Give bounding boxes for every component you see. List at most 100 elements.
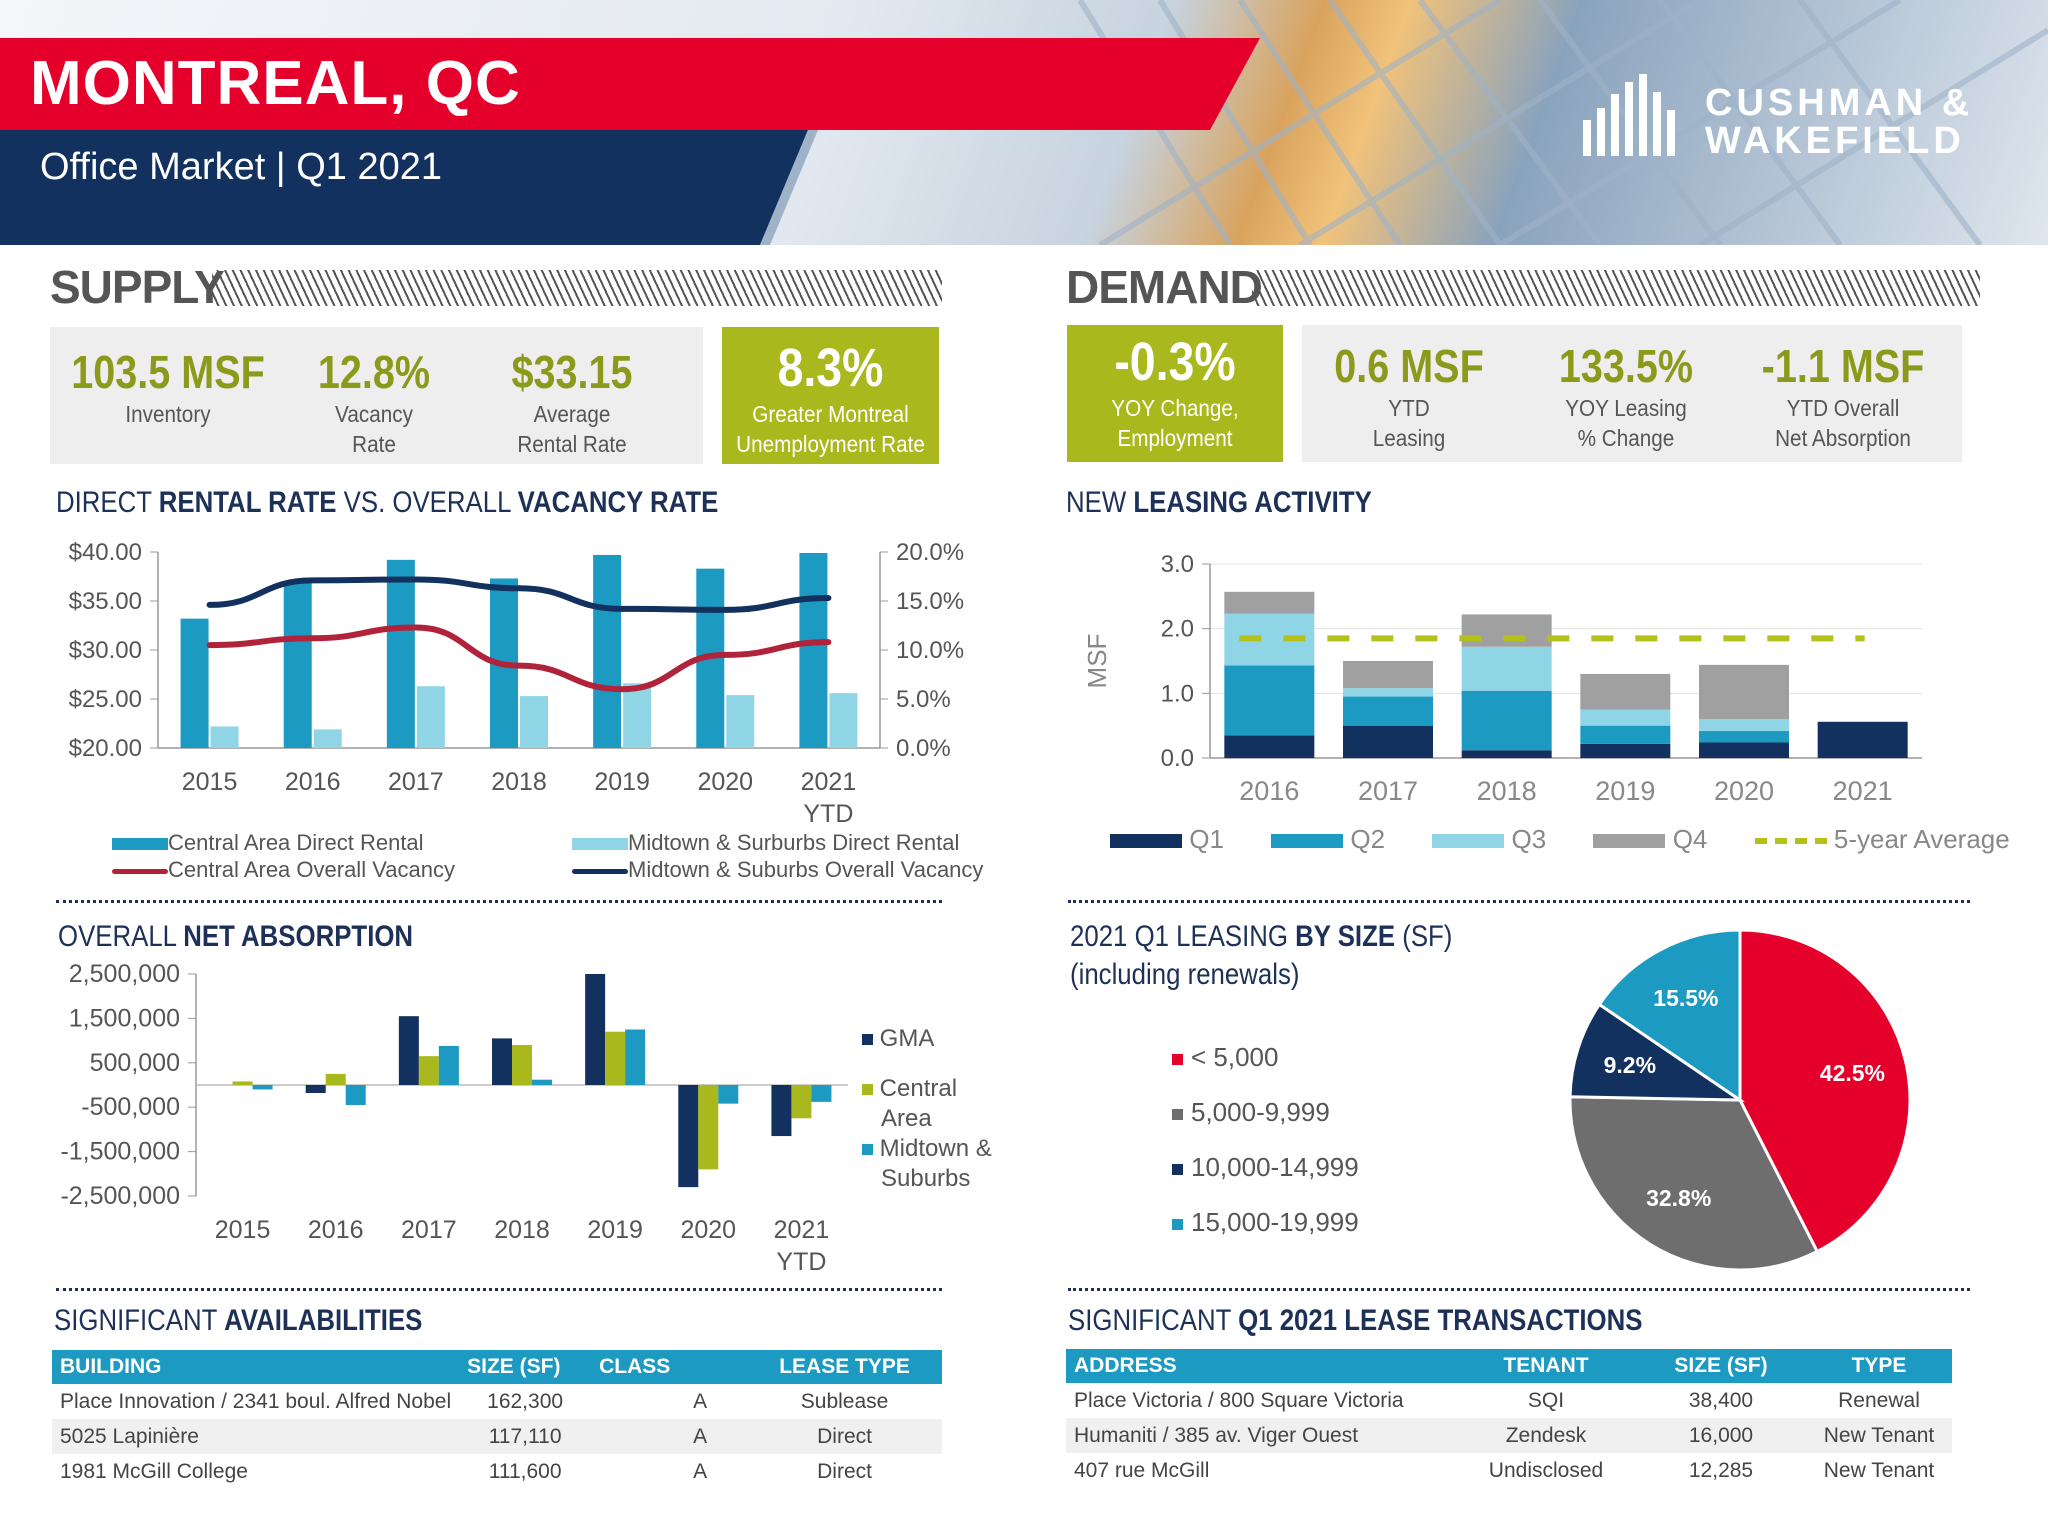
- legend-swatch: [572, 838, 628, 851]
- stat-value: $33.15: [511, 346, 633, 398]
- stat-label: Employment: [1117, 425, 1233, 451]
- stat-value: 0.6 MSF: [1334, 340, 1484, 392]
- y2-tick-label: 15.0%: [896, 588, 964, 615]
- column-header: SIZE (SF): [459, 1350, 592, 1384]
- stat-value: 12.8%: [317, 346, 431, 398]
- legend-label: Central Area Overall Vacancy: [168, 857, 455, 882]
- bar-central-direct: [386, 559, 415, 748]
- y-tick-label: 1,500,000: [69, 1004, 180, 1032]
- cell: Renewal: [1806, 1383, 1952, 1418]
- pie-value-label: 15.5%: [1653, 985, 1718, 1011]
- y-axis-label: MSF: [1082, 634, 1112, 689]
- title-part-bold: NET ABSORPTION: [183, 920, 414, 953]
- stat-label: YTD Overall: [1786, 395, 1900, 421]
- cell: A: [591, 1384, 748, 1419]
- stat-value: -1.1 MSF: [1761, 340, 1925, 392]
- cell: Zendesk: [1456, 1418, 1636, 1453]
- bar-segment-q1: [1343, 725, 1433, 758]
- legend-midtown: Midtown &: [862, 1134, 992, 1164]
- bar-segment-q4: [1580, 673, 1671, 710]
- bar-segment-q4: [1343, 661, 1433, 689]
- title-part: NEW: [1066, 486, 1134, 519]
- legend-label: Suburbs: [881, 1165, 971, 1192]
- title-part: (SF): [1395, 920, 1453, 953]
- cell: 38,400: [1636, 1383, 1806, 1418]
- brand-line-1: CUSHMAN &: [1705, 82, 1974, 124]
- demand-title: DEMAND: [1066, 261, 1263, 313]
- rental-legend-4: Midtown & Suburbs Overall Vacancy: [572, 857, 983, 883]
- building-logo-icon: [1583, 74, 1675, 156]
- demand-title-hatch: [1252, 270, 1980, 306]
- x-tick-label: 2015: [182, 768, 238, 796]
- bar-central-direct: [283, 583, 312, 748]
- title-part: SIGNIFICANT: [54, 1304, 225, 1337]
- bar-segment-q4: [1461, 614, 1552, 647]
- pie-value-label: 9.2%: [1604, 1052, 1656, 1078]
- pie-chart-subtitle: (including renewals): [1070, 958, 1300, 991]
- bar-central-direct: [799, 552, 828, 748]
- leasing-legend: Q1 Q2 Q3 Q4 5-year Average: [1110, 824, 2010, 855]
- supply-stat-vacancy: 12.8% Vacancy Rate: [286, 345, 462, 459]
- legend-swatch: [572, 868, 628, 874]
- pie-slice: [1568, 1095, 1820, 1272]
- legend-central: Central: [862, 1074, 992, 1104]
- x-tick-label: 2021: [801, 768, 857, 796]
- absorption-legend: GMA Central Area Midtown & Suburbs: [862, 1024, 992, 1194]
- x-tick-label: 2016: [1239, 776, 1299, 806]
- bar-segment-q1: [1699, 742, 1789, 758]
- net-absorption-chart: 2,500,000 1,500,000 500,000 -500,000 -1,500,…: [60, 960, 848, 1276]
- bar-midtown-suburbs: [345, 1085, 366, 1105]
- x-tick-label: 2019: [594, 768, 650, 796]
- cell: 5025 Lapinière: [52, 1419, 460, 1454]
- cell: Humaniti / 385 av. Viger Ouest: [1066, 1418, 1456, 1453]
- legend-label: Midtown & Surburbs Direct Rental: [628, 830, 960, 855]
- cell: A: [591, 1419, 748, 1454]
- demand-stat-absorption: -1.1 MSF YTD Overall Net Absorption: [1736, 339, 1950, 453]
- bar-central-area: [325, 1073, 346, 1085]
- bar-segment-q3: [1699, 719, 1789, 731]
- legend-swatch: [862, 1034, 873, 1046]
- bar-midtown-direct: [210, 726, 239, 748]
- bar-midtown-direct: [416, 686, 445, 748]
- line-midtown-vacancy: [206, 576, 832, 613]
- bar-midtown-suburbs: [625, 1029, 646, 1085]
- column-header: ADDRESS: [1066, 1349, 1456, 1383]
- legend-label: < 5,000: [1191, 1042, 1279, 1072]
- column-header: CLASS: [591, 1350, 748, 1384]
- legend-label: Q4: [1672, 824, 1708, 854]
- title-part-bold: RENTAL RATE: [158, 486, 337, 519]
- legend-label: 5,000-9,999: [1191, 1097, 1330, 1127]
- bar-segment-q2: [1580, 725, 1671, 744]
- legend-swatch: [112, 868, 168, 874]
- bar-midtown-suburbs: [438, 1045, 459, 1085]
- stat-label: Average: [533, 401, 611, 427]
- bar-gma: [771, 1085, 792, 1137]
- divider: [1068, 900, 1970, 903]
- column-header: TYPE: [1806, 1349, 1952, 1383]
- cell: 162,300: [459, 1384, 592, 1419]
- bar-midtown-direct: [623, 683, 652, 748]
- table-row: Place Victoria / 800 Square Victoria SQI 3…: [1066, 1383, 1952, 1418]
- stat-label: Greater Montreal: [752, 401, 909, 427]
- bar-midtown-suburbs: [252, 1085, 273, 1090]
- legend-swatch: [1172, 1053, 1183, 1065]
- demand-stat-yoy-leasing: 133.5% YOY Leasing % Change: [1516, 339, 1736, 453]
- cell: Direct: [747, 1454, 942, 1489]
- legend-label: Area: [881, 1105, 932, 1132]
- stat-label: Rental Rate: [517, 431, 627, 457]
- legend-label: Central: [879, 1075, 958, 1102]
- bar-gma: [678, 1085, 699, 1188]
- supply-stat-rental: $33.15 Average Rental Rate: [462, 345, 682, 459]
- x-tick-label: YTD: [803, 800, 853, 828]
- title-part: DIRECT: [56, 486, 159, 519]
- bar-central-area: [418, 1056, 439, 1085]
- title-part-bold: BY SIZE: [1295, 920, 1396, 953]
- report-subtitle: Office Market | Q1 2021: [40, 146, 443, 188]
- y-tick-label: 0.0: [1161, 745, 1194, 772]
- pie-value-label: 42.5%: [1820, 1060, 1885, 1086]
- legend-label: Midtown &: [879, 1135, 992, 1162]
- y-tick-label: 500,000: [90, 1049, 180, 1077]
- title-part: OVERALL: [58, 920, 184, 953]
- title-part: VS. OVERALL: [336, 486, 518, 519]
- pie-legend-item: 15,000-19,999: [1172, 1195, 1359, 1250]
